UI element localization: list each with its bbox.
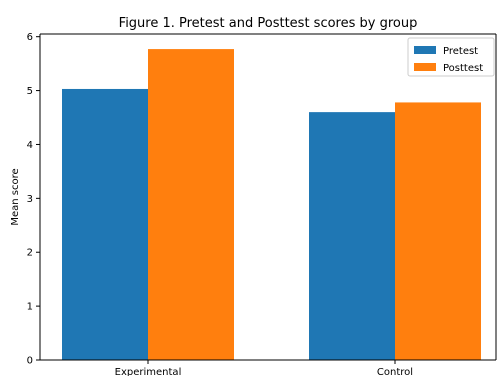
y-ticks-layer: 0 1 2 3 4 5 6 xyxy=(27,32,40,367)
bar-pretest-experimental xyxy=(62,88,148,361)
bar-posttest-experimental xyxy=(148,49,234,360)
bars-layer xyxy=(62,49,481,361)
x-ticks-layer: Experimental Control xyxy=(115,360,413,376)
y-tick-label: 5 xyxy=(27,86,33,97)
y-tick-label: 1 xyxy=(27,302,33,313)
x-category-label: Control xyxy=(377,367,413,376)
y-tick-label: 6 xyxy=(27,32,33,43)
y-tick-label: 0 xyxy=(27,356,33,367)
legend-swatch-pretest xyxy=(414,46,436,54)
y-tick-label: 3 xyxy=(27,194,33,205)
y-tick-label: 4 xyxy=(27,140,33,151)
bar-posttest-control xyxy=(395,102,481,361)
chart-title: Figure 1. Pretest and Posttest scores by… xyxy=(119,16,418,31)
x-category-label: Experimental xyxy=(115,367,182,376)
legend-swatch-posttest xyxy=(414,63,436,71)
legend-label-posttest: Posttest xyxy=(443,63,483,74)
bar-pretest-control xyxy=(309,112,395,360)
legend-label-pretest: Pretest xyxy=(443,46,478,57)
legend: Pretest Posttest xyxy=(407,37,495,77)
y-axis-label: Mean score xyxy=(10,168,21,225)
y-tick-label: 2 xyxy=(27,248,33,259)
